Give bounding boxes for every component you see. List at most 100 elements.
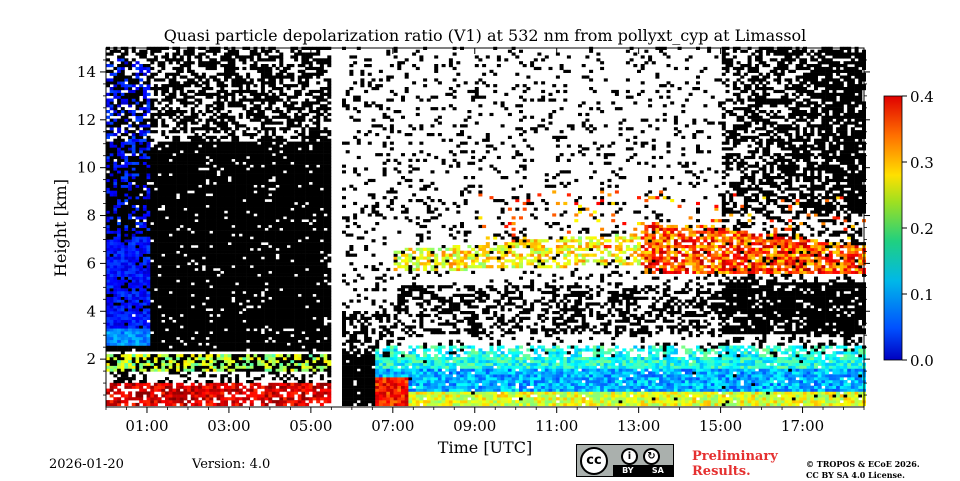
heatmap-cell <box>235 293 240 297</box>
heatmap-cell <box>260 89 265 94</box>
heatmap-cell <box>157 150 162 154</box>
heatmap-cell <box>286 276 291 280</box>
heatmap-cell <box>190 201 195 206</box>
heatmap-cell <box>194 147 199 151</box>
heatmap-cell <box>249 288 254 292</box>
heatmap-cell <box>128 150 133 154</box>
heatmap-cell <box>216 259 221 263</box>
heatmap-cell <box>176 233 181 237</box>
heatmap-cell <box>201 230 206 234</box>
heatmap-cell <box>238 285 243 289</box>
heatmap-cell <box>120 210 125 214</box>
heatmap-cell <box>253 313 258 318</box>
heatmap-cell <box>231 382 236 386</box>
heatmap-cell <box>257 382 262 386</box>
heatmap-cell <box>257 181 262 185</box>
heatmap-cell <box>238 101 243 105</box>
heatmap-cell <box>249 193 254 197</box>
heatmap-cell <box>157 290 162 295</box>
heatmap-cell <box>238 181 243 185</box>
heatmap-cell <box>279 253 284 257</box>
heatmap-cell <box>286 316 291 320</box>
heatmap-cell <box>249 101 254 105</box>
heatmap-cell <box>165 391 169 395</box>
heatmap-cell <box>249 181 254 185</box>
heatmap-cell <box>209 58 214 62</box>
heatmap-cell <box>212 118 217 122</box>
heatmap-cell <box>235 377 240 381</box>
heatmap-cell <box>279 354 284 358</box>
heatmap-cell <box>176 164 181 168</box>
heatmap-cell <box>117 391 122 395</box>
heatmap-cell <box>283 239 287 243</box>
heatmap-cell <box>231 285 236 289</box>
heatmap-cell <box>238 316 243 320</box>
heatmap-cell <box>246 216 251 220</box>
heatmap-cell <box>205 259 210 263</box>
heatmap-cell <box>157 167 162 171</box>
heatmap-cell <box>124 265 129 269</box>
heatmap-cell <box>212 199 217 203</box>
heatmap-cell <box>135 144 140 148</box>
heatmap-cell <box>135 336 140 341</box>
heatmap-cell <box>260 342 265 346</box>
heatmap-cell <box>106 279 110 283</box>
heatmap-cell <box>131 147 136 151</box>
heatmap-cell <box>205 144 210 148</box>
heatmap-cell <box>220 334 225 338</box>
heatmap-cell <box>124 219 129 223</box>
heatmap-cell <box>172 81 177 85</box>
heatmap-cell <box>142 127 147 131</box>
heatmap-cell <box>268 81 273 85</box>
heatmap-cell <box>224 92 228 96</box>
heatmap-cell <box>224 308 228 312</box>
heatmap-cell <box>142 87 147 91</box>
heatmap-cell <box>168 176 173 180</box>
heatmap-cell <box>150 288 155 292</box>
heatmap-cell <box>157 196 162 200</box>
heatmap-cell <box>201 150 206 154</box>
heatmap-cell <box>209 242 214 246</box>
heatmap-cell <box>183 313 188 318</box>
heatmap-cell <box>176 207 181 211</box>
heatmap-cell <box>168 242 173 246</box>
heatmap-cell <box>246 293 251 297</box>
heatmap-cell <box>194 302 199 306</box>
heatmap-cell <box>268 176 273 180</box>
heatmap-cell <box>157 87 162 91</box>
heatmap-cell <box>249 382 254 386</box>
heatmap-cell <box>128 265 133 269</box>
heatmap-cell <box>153 388 158 392</box>
heatmap-cell <box>201 193 206 197</box>
heatmap-cell <box>120 193 125 197</box>
heatmap-cell <box>117 245 122 249</box>
heatmap-cell <box>146 256 151 260</box>
heatmap-cell <box>246 313 251 318</box>
heatmap-cell <box>238 354 243 358</box>
heatmap-cell <box>257 308 262 312</box>
heatmap-cell <box>146 311 151 315</box>
heatmap-cell <box>271 245 276 249</box>
heatmap-cell <box>268 158 273 162</box>
heatmap-cell <box>271 256 276 260</box>
heatmap-cell <box>279 213 284 217</box>
heatmap-cell <box>246 84 251 88</box>
heatmap-cell <box>216 161 221 165</box>
heatmap-cell <box>153 49 158 53</box>
heatmap-cell <box>131 161 136 165</box>
heatmap-cell <box>209 75 214 79</box>
heatmap-cell <box>150 365 155 369</box>
heatmap-cell <box>246 115 251 119</box>
heatmap-cell <box>264 75 269 79</box>
heatmap-cell <box>146 250 151 254</box>
heatmap-cell <box>157 187 162 191</box>
heatmap-cell <box>231 199 236 203</box>
heatmap-cell <box>176 155 181 160</box>
heatmap-cell <box>231 313 236 318</box>
heatmap-cell <box>120 92 125 96</box>
heatmap-cell <box>190 130 195 134</box>
heatmap-cell <box>268 230 273 234</box>
heatmap-cell <box>187 176 192 180</box>
heatmap-cell <box>279 58 284 62</box>
heatmap-cell <box>201 216 206 220</box>
